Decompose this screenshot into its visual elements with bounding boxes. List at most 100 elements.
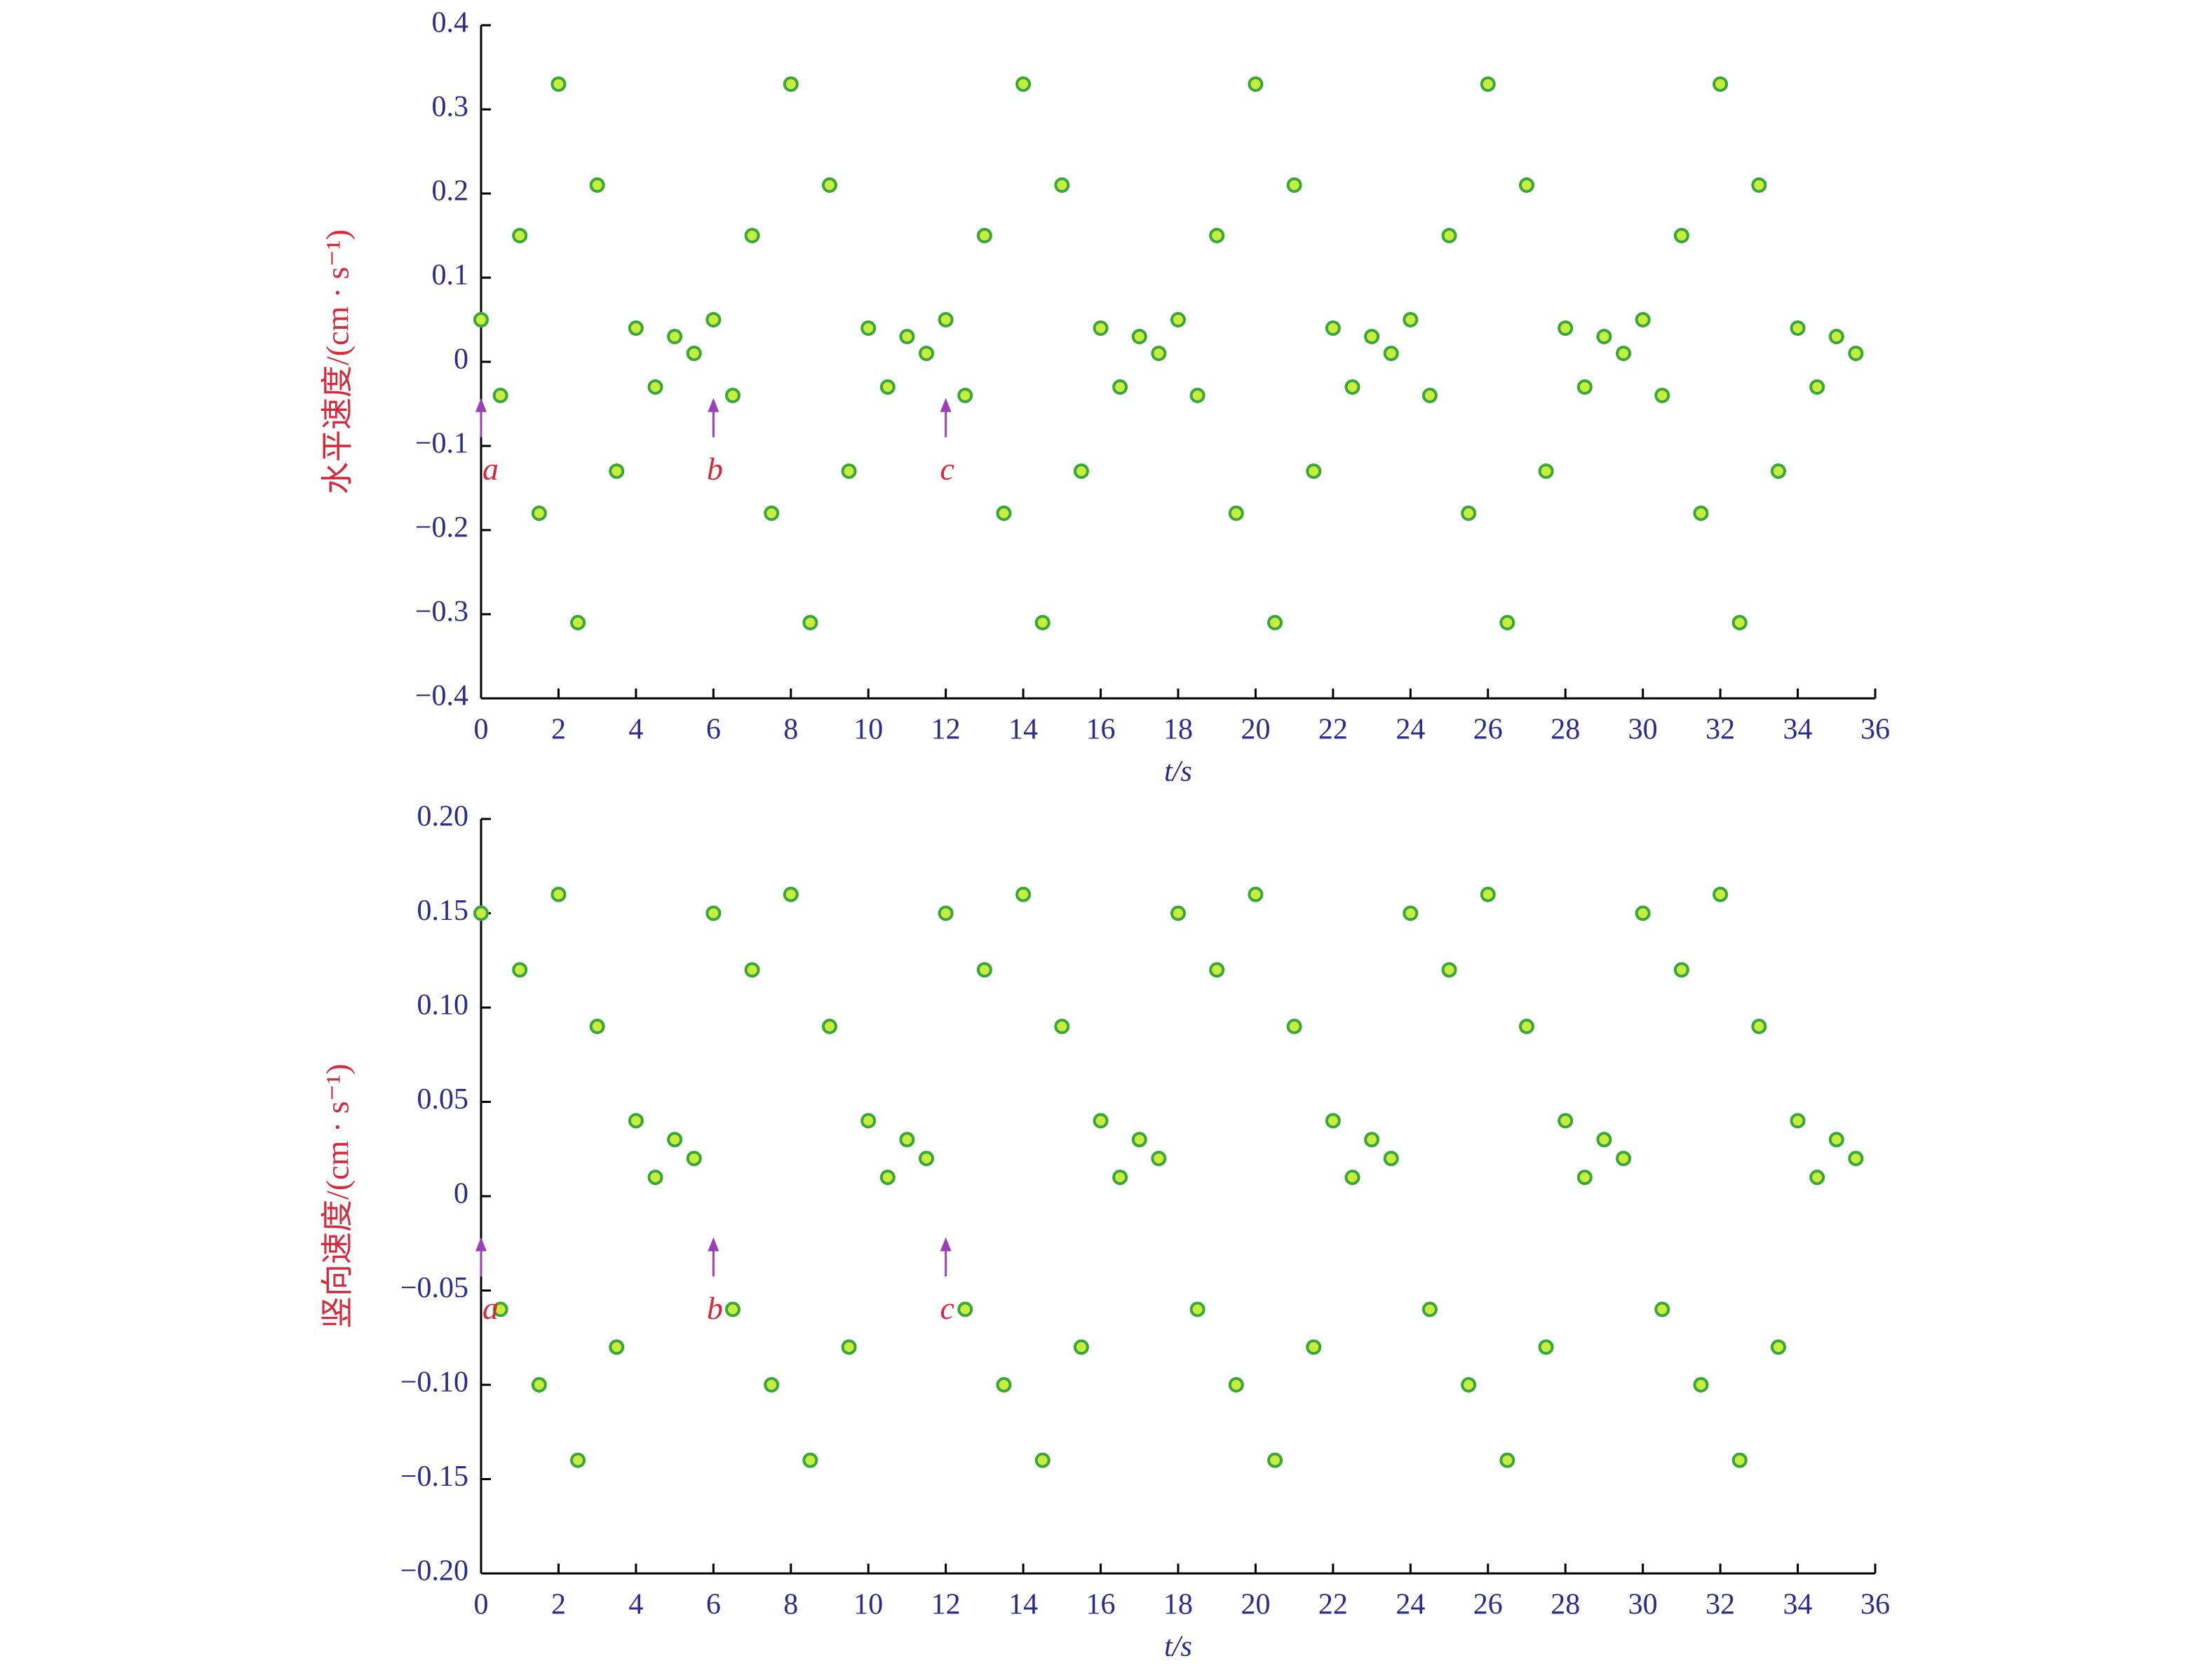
- x-tick-label: 14: [1008, 714, 1038, 746]
- point: [1383, 1151, 1399, 1167]
- point: [802, 1452, 818, 1468]
- point: [1673, 228, 1689, 243]
- point: [1151, 1151, 1167, 1167]
- x-tick-label: 2: [551, 1589, 566, 1621]
- point: [1209, 228, 1225, 243]
- point: [1693, 506, 1709, 521]
- point: [1790, 1113, 1806, 1129]
- point: [647, 379, 663, 395]
- x-axis-label: t/s: [1164, 1631, 1192, 1663]
- point: [1635, 312, 1651, 327]
- point: [938, 312, 954, 327]
- y-tick-label: −0.05: [400, 1272, 468, 1304]
- point: [1790, 320, 1806, 336]
- point: [512, 228, 528, 243]
- annotation: c: [940, 451, 954, 487]
- point: [764, 506, 780, 521]
- point: [1093, 1113, 1109, 1129]
- point: [550, 886, 567, 902]
- annotation: b: [707, 1290, 723, 1326]
- point: [1654, 388, 1670, 403]
- point: [1441, 228, 1457, 243]
- point: [1770, 1339, 1786, 1355]
- x-axis-label: t/s: [1164, 756, 1192, 788]
- point: [841, 1339, 857, 1355]
- point: [589, 1018, 605, 1034]
- point: [879, 379, 896, 395]
- x-tick-label: 8: [783, 714, 798, 746]
- point: [802, 615, 818, 630]
- x-tick-label: 6: [706, 1589, 721, 1621]
- point: [1519, 177, 1534, 193]
- point: [957, 1301, 973, 1317]
- point: [1693, 1377, 1709, 1393]
- point: [1731, 1452, 1748, 1468]
- point: [686, 346, 702, 361]
- x-tick-label: 28: [1551, 714, 1580, 746]
- y-axis-label: 水平速度/(cm · s⁻¹): [320, 229, 356, 494]
- x-tick-label: 36: [1860, 714, 1890, 746]
- point: [1848, 1151, 1864, 1167]
- x-tick-label: 32: [1705, 714, 1735, 746]
- point: [1828, 329, 1844, 344]
- point: [667, 1132, 683, 1148]
- point: [1576, 1170, 1593, 1186]
- point: [531, 1377, 547, 1393]
- point: [1770, 463, 1786, 479]
- annotation: b: [707, 451, 723, 487]
- x-tick-label: 34: [1783, 714, 1813, 746]
- arrow-head: [475, 398, 487, 412]
- point: [996, 1377, 1012, 1393]
- point: [1015, 76, 1032, 92]
- y-tick-label: 0.4: [432, 7, 469, 39]
- y-tick-label: 0.05: [417, 1083, 469, 1116]
- point: [1461, 1377, 1477, 1393]
- point: [1286, 177, 1302, 193]
- x-tick-label: 10: [853, 714, 883, 746]
- x-tick-label: 10: [853, 1589, 883, 1621]
- point: [1189, 388, 1205, 403]
- x-tick-label: 12: [931, 714, 961, 746]
- point: [860, 1113, 877, 1129]
- point: [1054, 1018, 1070, 1034]
- point: [1713, 76, 1729, 92]
- point: [1403, 312, 1419, 327]
- x-tick-label: 26: [1473, 714, 1503, 746]
- annotation: a: [482, 1290, 499, 1326]
- y-tick-label: −0.3: [415, 596, 468, 628]
- point: [860, 320, 877, 336]
- point: [764, 1377, 780, 1393]
- y-tick-label: 0.20: [417, 801, 469, 833]
- point: [976, 228, 992, 243]
- point: [724, 388, 741, 403]
- x-tick-label: 12: [931, 1589, 961, 1621]
- point: [1344, 379, 1360, 395]
- point: [1189, 1301, 1205, 1317]
- x-tick-label: 30: [1628, 714, 1658, 746]
- point: [473, 312, 489, 327]
- point: [1421, 388, 1438, 403]
- point: [492, 1301, 508, 1317]
- point: [667, 329, 683, 344]
- point: [1131, 1132, 1147, 1148]
- point: [1480, 76, 1496, 92]
- y-tick-label: 0: [454, 1178, 468, 1210]
- point: [783, 76, 799, 92]
- x-tick-label: 0: [474, 714, 489, 746]
- point: [744, 962, 760, 978]
- point: [724, 1301, 741, 1317]
- point: [1809, 1170, 1825, 1186]
- point: [1751, 1018, 1767, 1034]
- point: [1519, 1018, 1534, 1034]
- point: [1306, 463, 1322, 479]
- y-tick-label: 0.10: [417, 989, 469, 1022]
- arrow-head: [708, 1237, 720, 1252]
- point: [1112, 379, 1128, 395]
- point: [1538, 463, 1554, 479]
- point: [879, 1170, 896, 1186]
- point: [1731, 615, 1748, 630]
- x-tick-label: 16: [1086, 1589, 1116, 1621]
- point: [1151, 346, 1167, 361]
- point: [531, 506, 547, 521]
